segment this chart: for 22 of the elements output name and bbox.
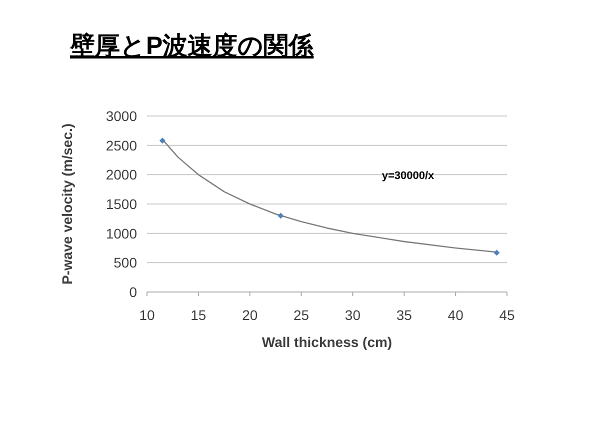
- y-tick-label: 1000: [106, 225, 138, 242]
- x-tick-label: 35: [396, 307, 412, 323]
- x-tick-label: 10: [139, 307, 155, 323]
- y-tick-label: 1500: [106, 196, 138, 212]
- y-tick-label: 500: [114, 254, 138, 271]
- chart-title: 壁厚とP波速度の関係: [69, 32, 315, 60]
- x-tick-label: 30: [344, 307, 361, 323]
- x-tick-label: 25: [293, 307, 310, 323]
- y-tick-label: 3000: [106, 108, 138, 124]
- point: [278, 212, 284, 219]
- x-tick-label: 45: [499, 307, 515, 323]
- y-tick-label: 0: [129, 284, 138, 300]
- x-axis-title: Wall thickness (cm): [262, 334, 392, 350]
- point: [159, 138, 166, 144]
- x-tick-label: 15: [190, 307, 206, 323]
- x-tick-label: 40: [448, 307, 464, 323]
- point: [494, 250, 500, 256]
- y-tick-label: 2500: [106, 137, 138, 154]
- annotation: y=30000/x: [382, 170, 436, 182]
- y-axis-title: P-wave velocity (m/sec.): [59, 123, 75, 285]
- y-tick-label: 2000: [106, 166, 138, 183]
- x-tick-label: 20: [242, 307, 258, 323]
